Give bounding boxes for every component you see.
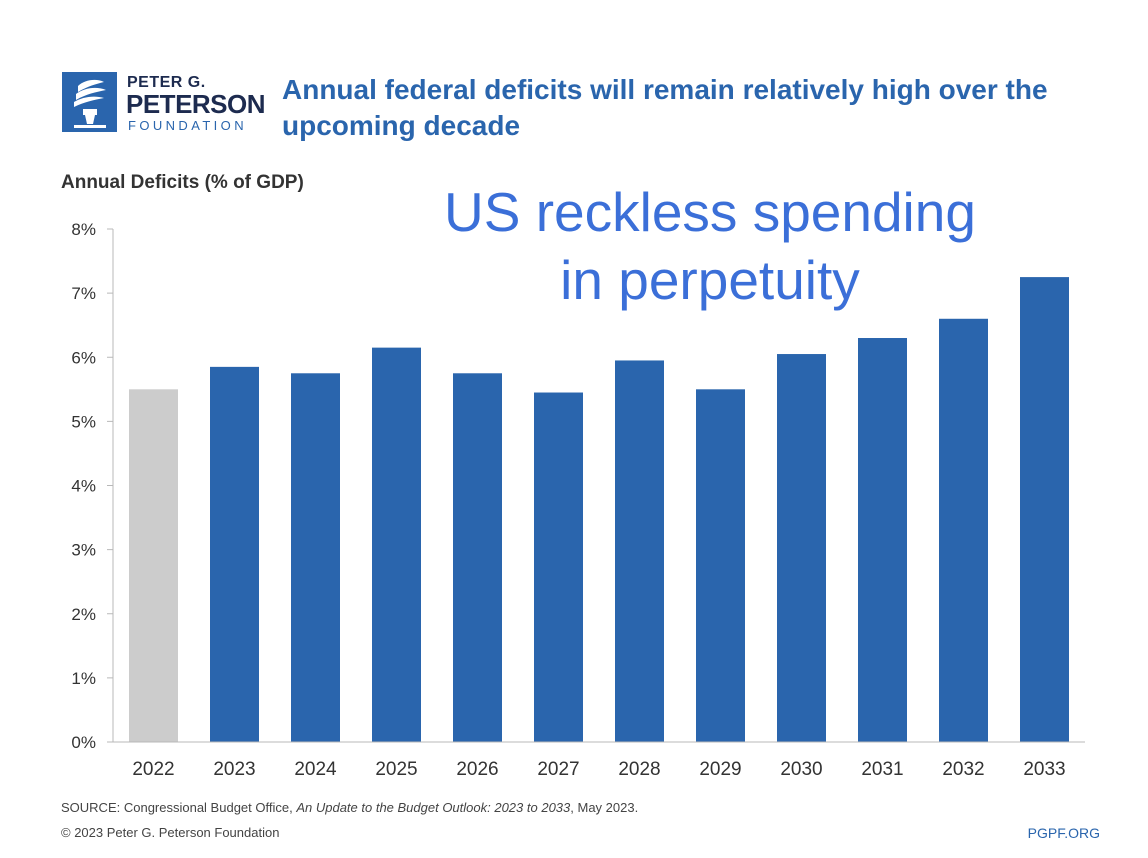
source-suffix: , May 2023. bbox=[570, 800, 639, 815]
x-tick-label: 2023 bbox=[213, 759, 255, 780]
x-tick-label: 2032 bbox=[942, 759, 984, 780]
bar-2029 bbox=[696, 389, 745, 742]
bar-2027 bbox=[534, 392, 583, 742]
logo-text-line2: PETERSON bbox=[126, 89, 266, 119]
chart-title-line1: Annual federal deficits will remain rela… bbox=[282, 74, 1048, 105]
bar-2031 bbox=[858, 338, 907, 742]
y-tick-label: 2% bbox=[71, 605, 96, 624]
logo-text-line1: PETER G. bbox=[127, 74, 206, 91]
x-tick-label: 2029 bbox=[699, 759, 741, 780]
y-tick-label: 7% bbox=[71, 284, 96, 303]
x-tick-label: 2030 bbox=[780, 759, 822, 780]
overlay-line1: US reckless spending bbox=[444, 181, 976, 243]
x-tick-label: 2027 bbox=[537, 759, 579, 780]
source-note: SOURCE: Congressional Budget Office, An … bbox=[61, 800, 638, 815]
y-tick-label: 3% bbox=[71, 541, 96, 560]
y-tick-label: 4% bbox=[71, 477, 96, 496]
bar-2024 bbox=[291, 373, 340, 742]
y-tick-label: 5% bbox=[71, 412, 96, 431]
bar-2032 bbox=[939, 318, 988, 742]
overlay-annotation: US reckless spending in perpetuity bbox=[360, 178, 1060, 314]
y-axis-title: Annual Deficits (% of GDP) bbox=[61, 172, 304, 193]
x-tick-label: 2026 bbox=[456, 759, 498, 780]
x-tick-label: 2028 bbox=[618, 759, 660, 780]
bar-2028 bbox=[615, 360, 664, 742]
chart-title-line2: upcoming decade bbox=[282, 110, 521, 141]
copyright-note: © 2023 Peter G. Peterson Foundation bbox=[61, 825, 280, 840]
y-tick-label: 1% bbox=[71, 669, 96, 688]
source-prefix: SOURCE: Congressional Budget Office, bbox=[61, 800, 297, 815]
logo-text-line3: FOUNDATION bbox=[128, 118, 247, 133]
y-tick-label: 6% bbox=[71, 348, 96, 367]
x-tick-label: 2033 bbox=[1023, 759, 1065, 780]
overlay-line2: in perpetuity bbox=[560, 249, 860, 311]
chart-title: Annual federal deficits will remain rela… bbox=[282, 72, 1082, 144]
x-tick-label: 2031 bbox=[861, 759, 903, 780]
bar-2025 bbox=[372, 347, 421, 742]
site-link[interactable]: PGPF.ORG bbox=[1027, 825, 1100, 841]
bar-2023 bbox=[210, 366, 259, 742]
bar-2022 bbox=[129, 389, 178, 742]
bar-2030 bbox=[777, 354, 826, 742]
bar-2033 bbox=[1020, 277, 1069, 742]
bar-chart: 0% 1% 2% 3% 4% 5% 6% 7% 8% 2022 2023 2024 2025 2026 20… bbox=[71, 220, 1085, 780]
y-tick-label: 8% bbox=[71, 220, 96, 239]
source-report-title: An Update to the Budget Outlook: 2023 to… bbox=[296, 800, 571, 815]
peterson-foundation-logo: PETER G. PETERSON FOUNDATION bbox=[62, 72, 272, 136]
x-tick-label: 2025 bbox=[375, 759, 417, 780]
torch-logo-icon bbox=[62, 72, 117, 132]
y-tick-label: 0% bbox=[71, 733, 96, 752]
x-tick-label: 2022 bbox=[132, 759, 174, 780]
x-tick-label: 2024 bbox=[294, 759, 337, 780]
bar-2026 bbox=[453, 373, 502, 742]
